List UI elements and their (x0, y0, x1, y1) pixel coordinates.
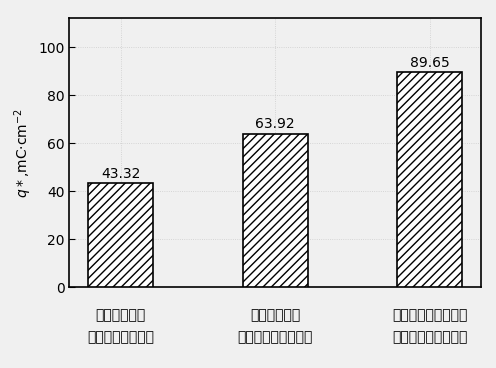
Y-axis label: $q*$,mC·cm$^{-2}$: $q*$,mC·cm$^{-2}$ (12, 108, 34, 198)
Text: 89.65: 89.65 (410, 56, 450, 70)
Bar (397, 72, 462, 287)
Text: 溶胶凝胶法制备阳极: 溶胶凝胶法制备阳极 (392, 330, 468, 344)
Bar (243, 134, 308, 287)
Bar (88, 183, 153, 287)
Text: 43.32: 43.32 (101, 167, 140, 181)
Text: 钛基体未处理: 钛基体未处理 (96, 309, 146, 323)
Text: 钛基体离子氮化处理: 钛基体离子氮化处理 (392, 309, 468, 323)
Text: 热分解法制备阳极: 热分解法制备阳极 (87, 330, 154, 344)
Text: 63.92: 63.92 (255, 117, 295, 131)
Text: 钛基体未处理: 钛基体未处理 (250, 309, 301, 323)
Text: 溶胶凝胶法制备阳极: 溶胶凝胶法制备阳极 (238, 330, 313, 344)
